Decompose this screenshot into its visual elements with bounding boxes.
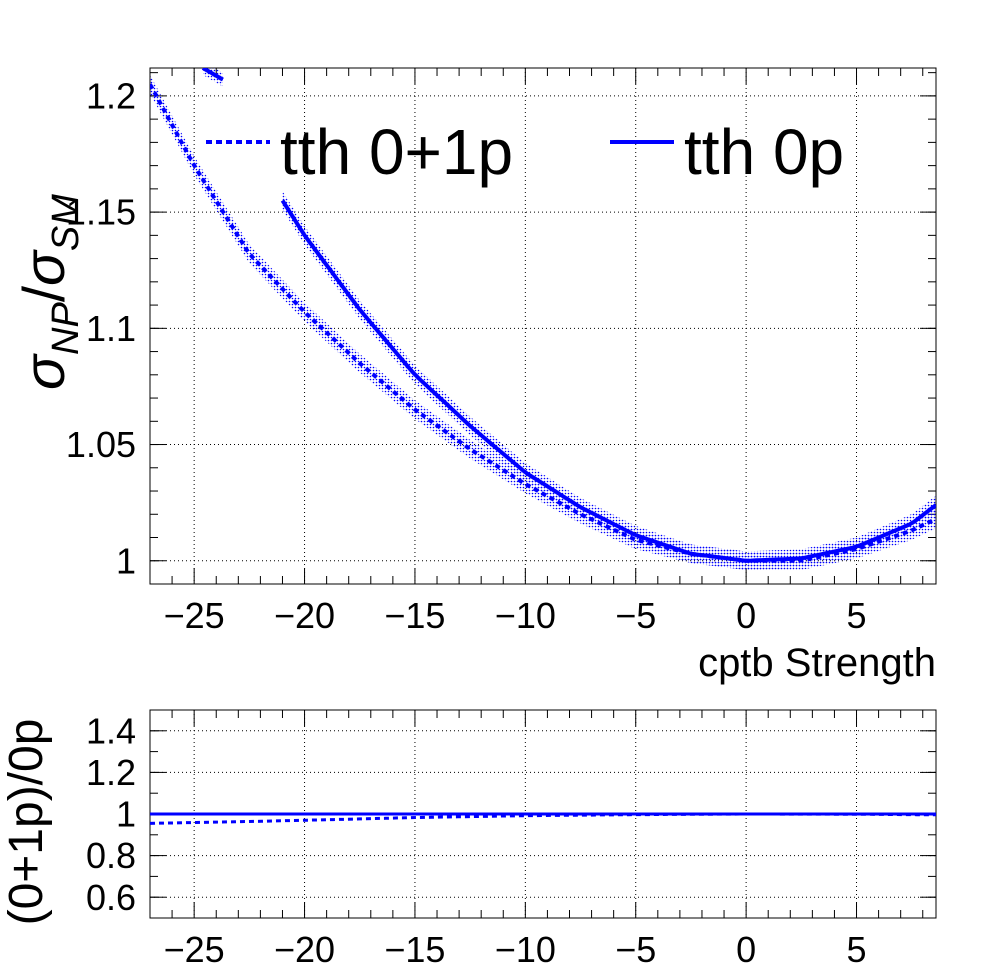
y-tick-label: 1.1	[86, 308, 136, 349]
ratio-plot-panel: −25 −20 −15 −10 −5 0 5 0.60.811.21.4 (0+1p)/0p	[0, 709, 937, 970]
uncertainty-band-tth-0p	[282, 191, 936, 570]
legend-label-tth-0-1p: tth 0+1p	[280, 116, 513, 188]
y-tick-label: 1.2	[86, 75, 136, 116]
y-label-subscript-sm: SM	[45, 194, 87, 251]
ratio-series-lines	[150, 812, 936, 825]
x-tick-label: 5	[847, 929, 867, 970]
x-tick-label: −20	[274, 595, 335, 636]
y-tick-label: 1	[116, 794, 136, 835]
y-tick-label: 0.6	[86, 877, 136, 918]
y-tick-label: 1.05	[66, 424, 136, 465]
main-x-tick-labels: −25 −20 −15 −10 −5 0 5	[164, 595, 867, 636]
x-tick-label: 5	[847, 595, 867, 636]
x-tick-label: −15	[384, 929, 445, 970]
y-label-subscript-np: NP	[45, 302, 87, 355]
main-plot-frame	[149, 67, 937, 585]
main-x-axis-label: cptb Strength	[698, 641, 936, 685]
y-tick-label: 1.2	[86, 752, 136, 793]
y-label-sigma-np: σ	[12, 353, 77, 390]
ratio-x-tick-labels: −25 −20 −15 −10 −5 0 5	[164, 929, 867, 970]
main-plot-grid	[150, 68, 936, 584]
x-tick-label: −25	[164, 595, 225, 636]
x-tick-label: −25	[164, 929, 225, 970]
y-tick-label: 1.15	[66, 192, 136, 233]
main-plot-panel: −25 −20 −15 −10 −5 0 5 1 1.05 1.1 1.15 1.2 cptb St…	[12, 67, 937, 685]
y-tick-label: 1.4	[86, 710, 136, 751]
ratio-y-axis-label: (0+1p)/0p	[0, 719, 53, 926]
x-tick-label: −15	[384, 595, 445, 636]
main-y-tick-labels: 1 1.05 1.1 1.15 1.2	[66, 75, 136, 581]
ratio-y-tick-labels: 0.60.811.21.4	[86, 710, 136, 917]
x-tick-label: −5	[615, 929, 656, 970]
main-y-axis-label: σNP/σSM	[12, 194, 87, 390]
x-tick-label: −10	[495, 929, 556, 970]
series-line-tth-0p	[201, 68, 224, 82]
series-line-tth-0p	[280, 199, 936, 563]
y-tick-label: 0.8	[86, 835, 136, 876]
ratio-plot-tick-marks	[149, 709, 936, 919]
y-tick-label: 1	[116, 540, 136, 581]
x-tick-label: 0	[736, 595, 756, 636]
legend-label-tth-0p: tth 0p	[684, 116, 844, 188]
x-tick-label: −10	[495, 595, 556, 636]
series-line-tth-0-1p	[150, 83, 936, 563]
y-label-sigma-sm: σ	[12, 249, 77, 286]
main-series-lines	[150, 68, 936, 563]
x-tick-label: −5	[615, 595, 656, 636]
legend: tth 0+1p tth 0p	[206, 116, 844, 188]
x-tick-label: −20	[274, 929, 335, 970]
y-label-slash: /	[12, 285, 77, 302]
x-tick-label: 0	[736, 929, 756, 970]
uncertainty-band-tth-0-1p	[150, 75, 936, 571]
